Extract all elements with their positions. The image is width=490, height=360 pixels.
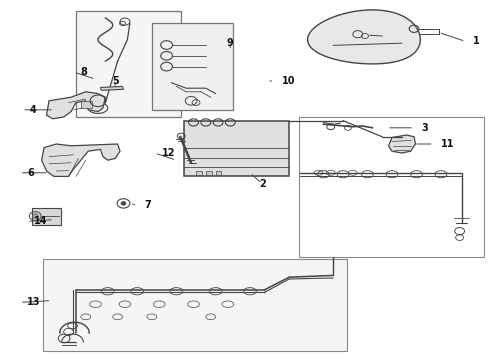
- Text: 5: 5: [112, 76, 119, 86]
- Text: 3: 3: [421, 123, 428, 133]
- Polygon shape: [42, 144, 120, 176]
- Bar: [299, 117, 484, 257]
- Bar: [152, 23, 233, 110]
- Bar: [43, 259, 347, 351]
- Bar: [196, 171, 202, 175]
- Text: 13: 13: [27, 297, 41, 307]
- Text: 6: 6: [27, 168, 34, 178]
- Bar: [32, 208, 61, 225]
- Text: 8: 8: [81, 67, 88, 77]
- Polygon shape: [100, 86, 123, 90]
- Text: 11: 11: [441, 139, 455, 149]
- Circle shape: [32, 214, 38, 218]
- Text: 14: 14: [34, 216, 48, 226]
- Bar: [184, 121, 289, 176]
- Text: 7: 7: [145, 200, 151, 210]
- Polygon shape: [47, 92, 105, 119]
- Text: 1: 1: [473, 36, 480, 46]
- Text: 12: 12: [162, 148, 175, 158]
- Circle shape: [121, 202, 126, 205]
- Bar: [206, 171, 212, 175]
- Text: 2: 2: [259, 179, 266, 189]
- Bar: [81, 101, 92, 108]
- Bar: [76, 11, 181, 117]
- Bar: [216, 171, 221, 175]
- Polygon shape: [308, 10, 420, 64]
- Text: 10: 10: [282, 76, 295, 86]
- Text: 9: 9: [227, 38, 234, 48]
- Polygon shape: [389, 135, 416, 153]
- Text: 4: 4: [29, 105, 36, 115]
